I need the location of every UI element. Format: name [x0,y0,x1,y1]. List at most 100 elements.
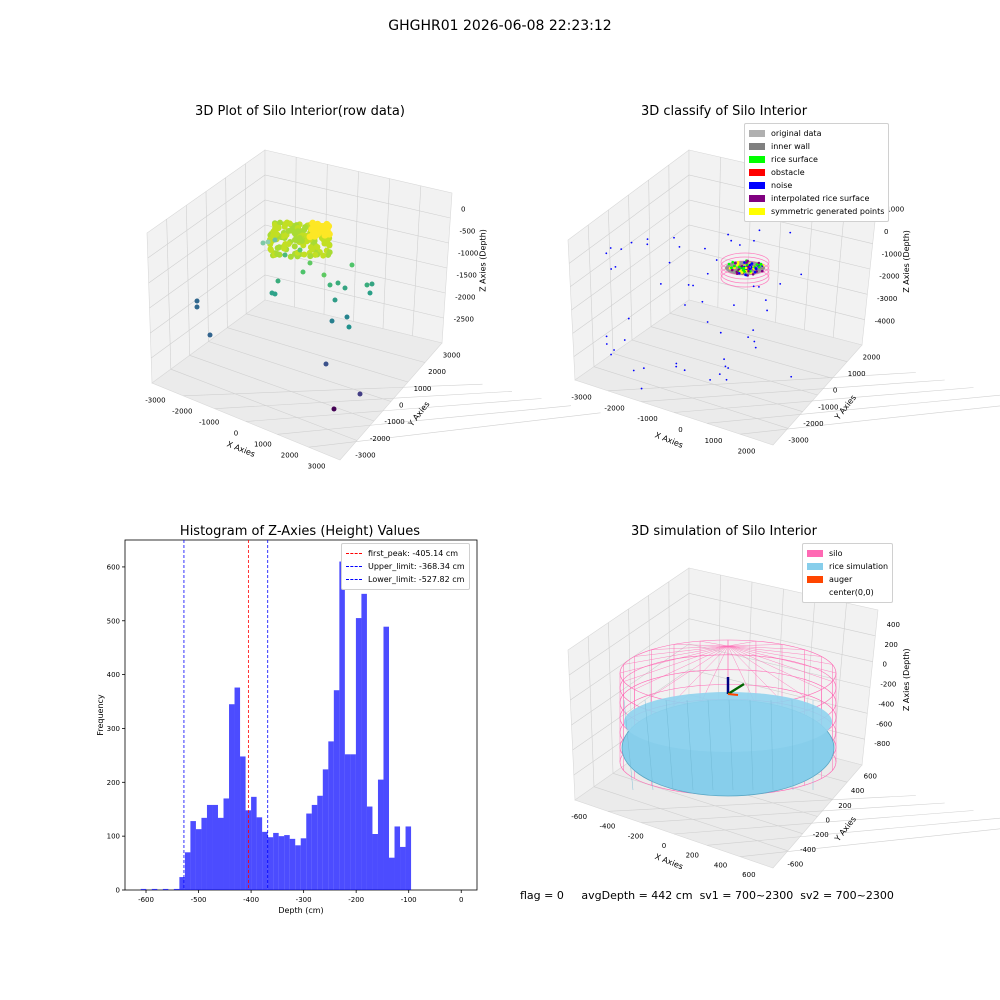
histogram-bar [212,804,218,890]
classified-point [736,262,740,266]
noise-point [738,244,741,246]
rice-mesh-line [707,699,714,791]
x-tick-label: 1000 [705,437,723,445]
noise-point [753,340,756,343]
histogram-bar [267,837,274,890]
histogram-bar [273,832,279,890]
y-tick-label: 600 [107,563,120,571]
data-point [346,324,352,330]
y-tick-label: -2000 [370,435,390,443]
x-tick-label: -400 [243,896,259,904]
noise-point [723,358,725,361]
histogram-bar [344,754,351,890]
classified-point [757,265,761,269]
data-point [260,240,266,246]
grid-line [706,394,1000,424]
grid-line [214,391,513,409]
legend-entry: obstacle [749,166,884,179]
z-tick-label: -1500 [457,272,477,280]
silo-roof-line [651,645,729,697]
data-point [335,280,341,286]
noise-point [646,243,649,246]
data-point [344,314,350,320]
z-tick-label: -1000 [882,250,902,258]
grid-line [607,372,916,392]
z-tick-label: -500 [460,228,476,236]
legend-entry: rice surface [749,153,884,166]
legend-entry: inner wall [749,140,884,153]
histogram-bar [333,690,340,890]
noise-point [610,268,613,270]
grid-line [245,398,542,422]
histogram-bar [201,817,207,890]
z-tick-label: -2000 [455,294,475,302]
rice-mesh-line [728,699,734,791]
sv1-text: sv1 = 700~2300 [699,889,794,902]
classified-point [730,266,733,269]
histogram-bar [151,888,158,890]
legend-swatch [749,182,765,189]
noise-point [704,247,706,250]
histogram-bar [394,826,401,890]
y-tick-label: 1000 [848,370,866,378]
histogram-bar [251,796,257,890]
noise-point [727,233,730,236]
noise-point [750,263,752,265]
data-point [291,243,298,250]
data-point [275,224,282,231]
noise-point [632,369,635,372]
histogram-bar [256,817,263,890]
silo-roof-line [651,645,729,650]
legend-line-swatch [346,553,362,554]
grid-line [669,313,848,362]
noise-point [754,346,757,349]
grid-line [706,817,1000,846]
legend-swatch [807,589,823,596]
data-point [369,281,375,287]
legend-line-swatch [346,579,362,580]
legend-line-swatch [346,566,362,567]
y-tick-label: 400 [851,787,864,795]
noise-point [646,238,649,241]
z-tick-label: 0 [882,661,886,669]
z-axis-label: Z Axies (Depth) [902,648,911,711]
legend-entry: interpolated rice surface [749,192,884,205]
simulation-legend: silo rice simulation auger center(0,0) [802,543,894,603]
y-tick-label: 400 [107,671,120,679]
grid-line [593,786,788,852]
y-axis-label: Y Axies [832,815,858,844]
y-tick-label: 0 [116,887,120,895]
grid-line [612,353,803,412]
noise-point [733,304,735,307]
noise-point [675,365,678,368]
noise-point [758,285,760,288]
silo-roof-line [673,644,729,647]
x-tick-label: -300 [296,896,312,904]
classified-point [743,261,746,264]
y-tick-label: -3000 [355,452,375,460]
grid-line [607,795,916,812]
noise-point [715,259,718,261]
histogram-bar [389,857,395,890]
rice-mesh-line [644,699,654,791]
legend-swatch [749,156,765,163]
data-point [268,247,275,254]
silo-roof-line [727,640,756,647]
legend-entry: symmetric generated points [749,205,884,218]
x-tick-label: 2000 [738,448,756,456]
classified-point [730,268,734,272]
auger-arrow-y [727,682,745,696]
data-point [332,297,338,303]
x-tick-label: -600 [571,813,587,821]
grid-line [308,412,601,448]
legend-entry: rice simulation [807,560,888,573]
noise-point [683,369,686,372]
classified-point [739,266,742,270]
silo-roof-line [700,640,729,647]
x-tick-label: 0 [662,842,666,850]
z-axis-label: Z Axies (Depth) [902,230,911,293]
legend-label: Upper_limit: -368.34 cm [368,562,465,571]
noise-point [642,367,645,370]
y-tick-label: -2000 [803,420,823,428]
data-point [282,252,288,258]
